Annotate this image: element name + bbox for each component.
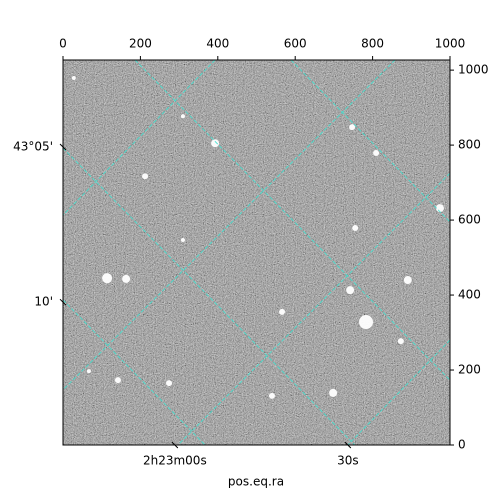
source <box>122 274 131 283</box>
x-tick-label: 400 <box>206 37 229 51</box>
ra-tick <box>344 441 352 449</box>
dec-tick <box>59 143 67 151</box>
source <box>211 139 220 148</box>
source <box>279 308 286 315</box>
source <box>71 75 76 80</box>
ra-tick-label: 2h23m00s <box>143 454 207 468</box>
x-tick-label: 0 <box>59 37 67 51</box>
x-tick-label: 1000 <box>435 37 466 51</box>
source <box>397 338 404 345</box>
x-tick-label: 800 <box>361 37 384 51</box>
wcs-grid-line <box>63 60 216 216</box>
x-tick-label: 200 <box>129 37 152 51</box>
x-tick-label: 600 <box>284 37 307 51</box>
source <box>268 392 275 399</box>
source <box>180 114 185 119</box>
source <box>403 276 412 285</box>
source <box>352 224 359 231</box>
source <box>435 204 444 213</box>
dec-tick <box>59 298 67 306</box>
wcs-grid-line <box>347 339 450 445</box>
frame <box>62 59 451 446</box>
source <box>180 237 185 242</box>
source <box>102 273 113 284</box>
source <box>329 388 338 397</box>
y-tick-label: 800 <box>458 138 481 152</box>
ra-tick <box>171 441 179 449</box>
wcs-grid-line <box>63 299 206 445</box>
y-tick-label: 1000 <box>458 63 489 77</box>
y-tick-label: 400 <box>458 288 481 302</box>
image-noise <box>63 60 450 445</box>
source <box>86 369 91 374</box>
ra-tick-label: 30s <box>337 454 359 468</box>
y-tick-label: 600 <box>458 213 481 227</box>
wcs-grid-line <box>290 60 450 223</box>
dec-tick-label: 43°05' <box>13 139 53 153</box>
y-tick-label: 0 <box>458 438 466 452</box>
x-axis-label: pos.eq.ra <box>228 475 284 489</box>
source <box>373 149 380 156</box>
image-content <box>63 60 450 445</box>
source <box>359 315 374 330</box>
wcs-grid-line <box>63 60 396 391</box>
source <box>166 380 173 387</box>
wcs-grid-line <box>63 147 356 445</box>
wcs-grid-line <box>134 60 450 381</box>
y-tick-label: 200 <box>458 363 481 377</box>
source <box>349 124 356 131</box>
source <box>346 286 355 295</box>
wcs-grid-line <box>177 172 450 445</box>
dec-tick-label: 10' <box>34 295 53 309</box>
source <box>114 377 121 384</box>
source <box>142 173 149 180</box>
